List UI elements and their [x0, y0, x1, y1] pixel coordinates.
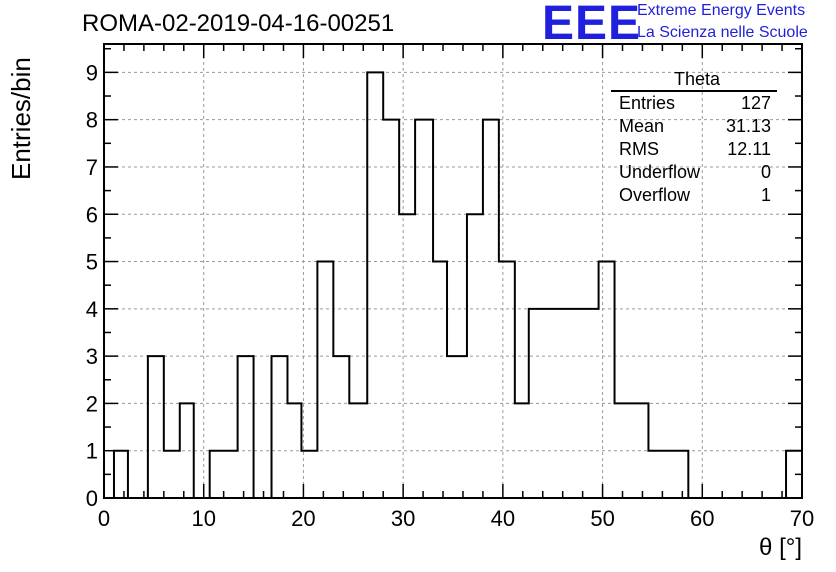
- stats-label: RMS: [619, 139, 659, 159]
- stats-value: 127: [740, 93, 771, 113]
- stats-value: 31.13: [725, 116, 771, 136]
- org-name-line2: La Scienza nelle Scuole: [637, 24, 808, 41]
- y-tick-label: 5: [86, 250, 98, 275]
- stats-row-overflow: Overflow 1: [611, 184, 777, 207]
- y-tick-label: 8: [86, 108, 98, 133]
- plot-frame: [103, 43, 803, 499]
- y-tick-label: 3: [86, 344, 98, 369]
- stats-label: Overflow: [619, 185, 691, 205]
- stats-value: 12.11: [727, 139, 771, 159]
- y-axis-label: Entries/bin: [6, 57, 36, 180]
- stats-row-entries: Entries 127: [611, 92, 777, 115]
- stats-label: Entries: [619, 93, 676, 113]
- stats-label: Underflow: [619, 162, 701, 182]
- y-tick-label: 4: [86, 297, 98, 322]
- y-tick-label: 7: [86, 155, 98, 180]
- x-tick-label: 0: [98, 506, 110, 531]
- org-name-line1: Extreme Energy Events: [637, 2, 806, 19]
- y-tick-label: 6: [86, 202, 98, 227]
- stats-box: Theta Entries 127 Mean 31.13 RMS 12.11 U…: [611, 68, 777, 207]
- y-tick-label: 9: [86, 60, 98, 85]
- axis-ticks: [103, 44, 803, 499]
- stats-row-mean: Mean 31.13: [611, 115, 777, 138]
- histogram-outline: [112, 71, 803, 499]
- x-tick-label: 30: [391, 506, 415, 531]
- y-tick-label: 2: [86, 391, 98, 416]
- y-tick-label: 1: [86, 439, 98, 464]
- y-tick-label: 0: [86, 486, 98, 511]
- histogram-steps: [112, 71, 803, 499]
- x-tick-label: 70: [790, 506, 814, 531]
- stats-title: Theta: [611, 68, 777, 92]
- x-tick-label: 20: [291, 506, 315, 531]
- stats-value: 1: [760, 185, 771, 205]
- x-axis-label: θ [°]: [759, 534, 802, 561]
- x-tick-label: 10: [191, 506, 215, 531]
- stats-row-underflow: Underflow 0: [611, 161, 777, 184]
- chart-title: ROMA-02-2019-04-16-00251: [82, 10, 395, 37]
- stats-label: Mean: [619, 116, 665, 136]
- x-tick-label: 40: [491, 506, 515, 531]
- stats-value: 0: [760, 162, 771, 182]
- x-tick-label: 50: [590, 506, 614, 531]
- eee-logo: EEE: [542, 0, 642, 50]
- stats-row-rms: RMS 12.11: [611, 138, 777, 161]
- x-tick-label: 60: [690, 506, 714, 531]
